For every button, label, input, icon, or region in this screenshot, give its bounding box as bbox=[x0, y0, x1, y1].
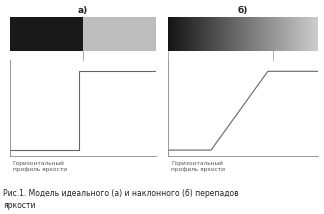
Text: Горизонтальный
профиль яркости: Горизонтальный профиль яркости bbox=[171, 161, 226, 172]
Text: б): б) bbox=[238, 6, 248, 15]
Text: Рис.1. Модель идеального (а) и наклонного (б) перепадов
яркости: Рис.1. Модель идеального (а) и наклонног… bbox=[3, 189, 239, 210]
Text: Горизонтальный
профиль яркости: Горизонтальный профиль яркости bbox=[13, 161, 67, 172]
Text: а): а) bbox=[77, 6, 88, 15]
